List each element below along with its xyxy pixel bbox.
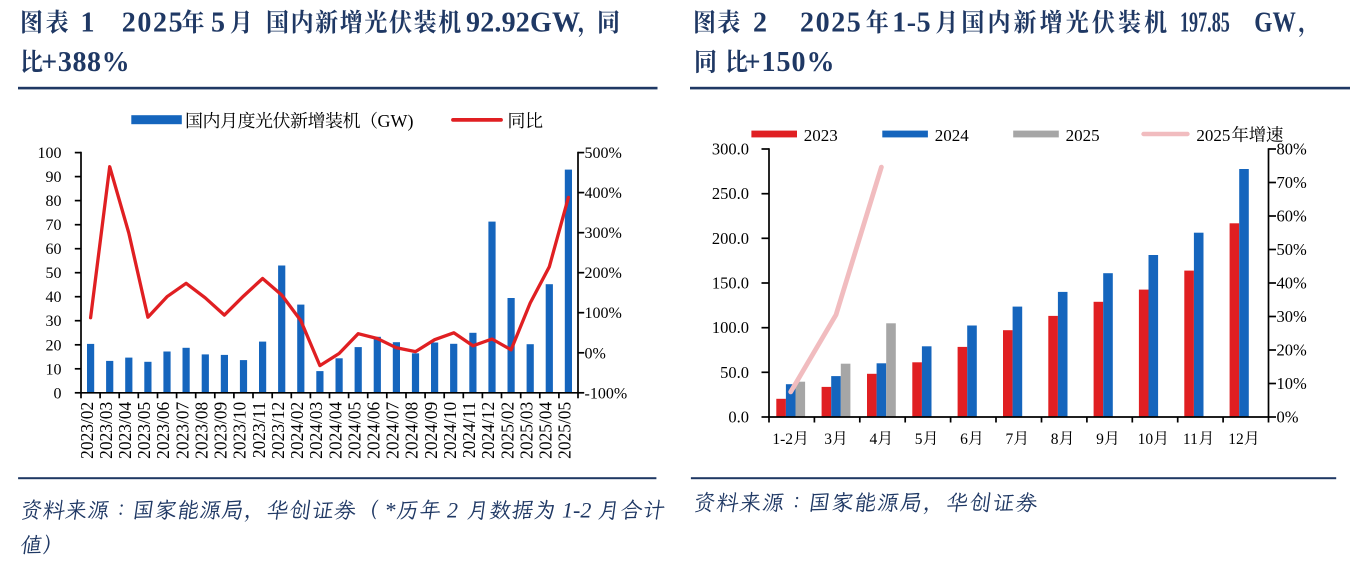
svg-text:60: 60: [46, 241, 62, 258]
svg-text:30: 30: [46, 313, 62, 330]
svg-text:150.0: 150.0: [712, 274, 749, 293]
svg-text:40: 40: [46, 289, 62, 306]
svg-text:9: 9: [1096, 431, 1104, 448]
svg-text:200.0: 200.0: [712, 229, 749, 248]
svg-text:4: 4: [870, 431, 878, 448]
svg-text:2024/10: 2024/10: [440, 402, 460, 459]
svg-text:40%: 40%: [1277, 274, 1308, 293]
svg-text:2023/02: 2023/02: [77, 402, 97, 459]
svg-text:12: 12: [1228, 431, 1244, 448]
svg-text:-100%: -100%: [585, 385, 628, 402]
svg-text:300.0: 300.0: [712, 140, 749, 159]
svg-text:0%: 0%: [1277, 408, 1299, 427]
svg-text:50: 50: [46, 265, 62, 282]
svg-text:0%: 0%: [585, 345, 606, 362]
svg-text:2024/02: 2024/02: [287, 402, 307, 459]
svg-text:+150%: +150%: [745, 47, 836, 78]
svg-text:2023/07: 2023/07: [172, 402, 192, 459]
svg-text:2: 2: [447, 498, 458, 523]
svg-text:50%: 50%: [1277, 240, 1308, 259]
svg-text:20%: 20%: [1277, 341, 1308, 360]
svg-text:80%: 80%: [1277, 140, 1308, 159]
svg-text:2: 2: [753, 7, 768, 38]
svg-text:500%: 500%: [585, 145, 622, 162]
svg-text:2024/11: 2024/11: [459, 402, 479, 458]
svg-text:300%: 300%: [585, 225, 622, 242]
svg-text:10: 10: [46, 361, 62, 378]
svg-text:10%: 10%: [1277, 374, 1308, 393]
svg-text:2025/03: 2025/03: [516, 402, 536, 459]
svg-text:*: *: [385, 498, 396, 523]
svg-text:2025/02: 2025/02: [497, 402, 517, 459]
svg-text:80: 80: [46, 193, 62, 210]
svg-text:50.0: 50.0: [720, 363, 749, 382]
svg-text:1-5: 1-5: [892, 7, 931, 38]
svg-text:2023: 2023: [804, 126, 838, 145]
svg-text:70: 70: [46, 217, 62, 234]
svg-text:7: 7: [1006, 431, 1014, 448]
svg-text:8: 8: [1051, 431, 1059, 448]
svg-text:2024: 2024: [935, 126, 970, 145]
svg-text:250.0: 250.0: [712, 184, 749, 203]
svg-text:2024/09: 2024/09: [421, 402, 441, 459]
svg-text:0.0: 0.0: [728, 408, 749, 427]
svg-text:1-2: 1-2: [772, 431, 793, 448]
svg-text:2023/05: 2023/05: [134, 402, 154, 459]
svg-text:20: 20: [46, 337, 62, 354]
svg-text:2025: 2025: [1196, 126, 1230, 145]
svg-text:+388%: +388%: [41, 47, 130, 78]
svg-text:3: 3: [824, 431, 832, 448]
svg-text:200%: 200%: [585, 265, 622, 282]
svg-text:2025: 2025: [800, 7, 862, 38]
svg-text:2024/04: 2024/04: [325, 402, 345, 459]
svg-text:2023/06: 2023/06: [153, 402, 173, 459]
svg-text:2024/03: 2024/03: [306, 402, 326, 459]
svg-text:92.92GW: 92.92GW: [466, 7, 580, 38]
svg-text:2024/07: 2024/07: [383, 402, 403, 459]
svg-text:2023/09: 2023/09: [211, 402, 231, 459]
svg-text:11: 11: [1183, 431, 1198, 448]
svg-text:400%: 400%: [585, 185, 622, 202]
svg-text:70%: 70%: [1277, 173, 1308, 192]
svg-text:100: 100: [38, 145, 62, 162]
svg-text:10: 10: [1138, 431, 1154, 448]
svg-text:2024/08: 2024/08: [402, 402, 422, 459]
svg-text:GW: GW: [1254, 7, 1296, 38]
svg-text:30%: 30%: [1277, 307, 1308, 326]
svg-text:2024/12: 2024/12: [478, 402, 498, 459]
svg-text:5: 5: [915, 431, 923, 448]
svg-text:1: 1: [81, 7, 96, 38]
svg-text:2025/05: 2025/05: [555, 402, 575, 459]
svg-text:2023/08: 2023/08: [191, 402, 211, 459]
svg-text:2023/11: 2023/11: [249, 402, 269, 458]
svg-text:2025/04: 2025/04: [536, 402, 556, 459]
svg-text:2023/03: 2023/03: [96, 402, 116, 459]
svg-text:100%: 100%: [585, 305, 622, 322]
svg-text:197.85: 197.85: [1180, 7, 1230, 38]
svg-text:2024/05: 2024/05: [344, 402, 364, 459]
svg-text:5: 5: [211, 7, 226, 38]
svg-text:1-2: 1-2: [562, 498, 591, 523]
svg-text:2024/06: 2024/06: [364, 402, 384, 459]
svg-text:GW): GW): [378, 111, 414, 132]
svg-text:6: 6: [960, 431, 968, 448]
svg-text:100.0: 100.0: [712, 318, 749, 337]
svg-text:2025: 2025: [1066, 126, 1100, 145]
svg-text:60%: 60%: [1277, 207, 1308, 226]
svg-text:2023/12: 2023/12: [268, 402, 288, 459]
svg-text:2025: 2025: [122, 7, 184, 38]
svg-text:90: 90: [46, 169, 62, 186]
svg-text:0: 0: [54, 385, 62, 402]
svg-text:2023/10: 2023/10: [230, 402, 250, 459]
svg-text:2023/04: 2023/04: [115, 402, 135, 459]
